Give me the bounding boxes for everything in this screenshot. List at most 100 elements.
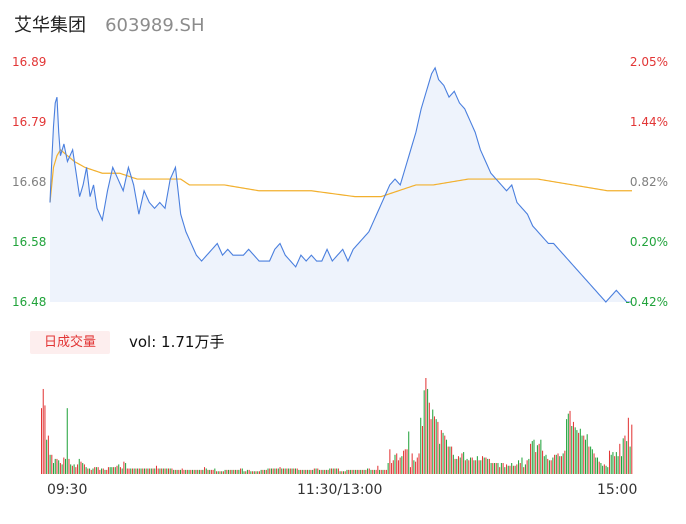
volume-tab[interactable]: 日成交量: [30, 331, 110, 354]
volume-bar: [476, 456, 478, 474]
volume-bar: [315, 468, 317, 474]
volume-bar: [294, 468, 296, 474]
x-tick-open: 09:30: [47, 482, 88, 498]
volume-bar: [387, 463, 389, 474]
volume-bar: [363, 469, 365, 474]
volume-bar: [71, 465, 73, 474]
volume-bar: [300, 469, 302, 474]
volume-bar: [351, 469, 353, 474]
volume-bar: [147, 468, 149, 474]
volume-bar: [418, 453, 420, 474]
volume-bar: [118, 464, 120, 474]
volume-bar: [133, 468, 135, 474]
volume-bar: [409, 467, 411, 474]
volume-bar: [107, 467, 109, 474]
volume-bar: [252, 471, 254, 474]
volume-bar: [82, 463, 84, 474]
volume-bar: [494, 463, 496, 474]
volume-bar: [579, 428, 581, 474]
volume-readout: vol: 1.71万手: [129, 333, 225, 351]
volume-bar: [87, 468, 89, 474]
volume-bar: [605, 465, 607, 474]
volume-bar: [445, 439, 447, 474]
volume-bar: [317, 468, 319, 474]
volume-bar: [423, 390, 425, 474]
volume-bar: [603, 464, 605, 474]
volume-bar: [47, 435, 49, 474]
volume-bar: [308, 469, 310, 474]
volume-bar: [401, 456, 403, 474]
volume-bar: [457, 456, 459, 474]
volume-bar: [279, 467, 281, 474]
volume-bar: [83, 464, 85, 474]
volume-bar: [608, 450, 611, 474]
volume-bar: [334, 468, 336, 474]
volume-bar: [42, 388, 44, 474]
volume-bar: [214, 468, 216, 474]
volume-bar: [143, 468, 145, 474]
volume-bar: [291, 468, 293, 474]
volume-bar: [399, 457, 401, 474]
volume-bar: [320, 469, 322, 474]
volume-bar: [195, 469, 197, 474]
volume-bar: [312, 469, 314, 474]
volume-bar: [267, 468, 269, 474]
volume-bar: [548, 460, 550, 474]
volume-bar: [116, 465, 118, 474]
volume-bar: [183, 469, 185, 474]
volume-bar: [380, 469, 382, 474]
volume-bar: [523, 467, 525, 474]
volume-bar: [56, 458, 58, 474]
volume-bar: [533, 439, 535, 474]
volume-bar: [231, 469, 233, 474]
volume-bar: [171, 468, 173, 474]
volume-bar: [339, 471, 341, 474]
volume-bar: [440, 430, 442, 474]
volume-bar: [543, 456, 545, 474]
volume-bar: [588, 446, 590, 474]
volume-bar: [567, 413, 569, 474]
volume-bar: [313, 468, 315, 474]
volume-bar: [257, 471, 259, 474]
volume-bar: [233, 469, 235, 474]
volume-bar: [240, 468, 242, 474]
volume-bar: [475, 460, 477, 474]
volume-bar: [468, 460, 470, 474]
volume-bar: [542, 450, 544, 474]
volume-bar: [329, 468, 331, 474]
volume-bar: [557, 453, 559, 474]
volume-bar: [248, 469, 250, 474]
volume-bar: [111, 467, 113, 474]
volume-bar: [421, 426, 423, 474]
volume-bar: [343, 471, 345, 474]
volume-bar: [190, 469, 192, 474]
volume-bar: [185, 469, 187, 474]
volume-bar: [66, 408, 68, 474]
volume-bar: [578, 432, 580, 474]
volume-bar: [427, 388, 429, 474]
volume-bar: [514, 465, 516, 474]
volume-bar: [550, 460, 552, 474]
volume-bar: [492, 463, 494, 474]
volume-bar: [452, 454, 454, 474]
volume-bar: [130, 468, 132, 474]
volume-bar: [204, 467, 206, 474]
volume-bar: [265, 469, 267, 474]
volume-bar: [391, 463, 393, 474]
volume-bar: [509, 465, 511, 474]
volume-bar: [629, 446, 631, 474]
volume-bar: [612, 452, 614, 474]
volume-bar: [430, 419, 432, 474]
volume-bar: [75, 467, 77, 474]
volume-bar: [442, 432, 444, 474]
volume-bar: [408, 431, 410, 474]
volume-bar: [236, 469, 238, 474]
volume-bar: [114, 467, 116, 474]
volume-bar: [464, 460, 466, 474]
volume-bar: [106, 469, 108, 474]
volume-bar: [360, 469, 362, 474]
volume-bar: [193, 469, 195, 474]
volume-bar: [373, 469, 375, 474]
volume-bar: [545, 454, 547, 474]
volume-bar: [518, 460, 520, 474]
